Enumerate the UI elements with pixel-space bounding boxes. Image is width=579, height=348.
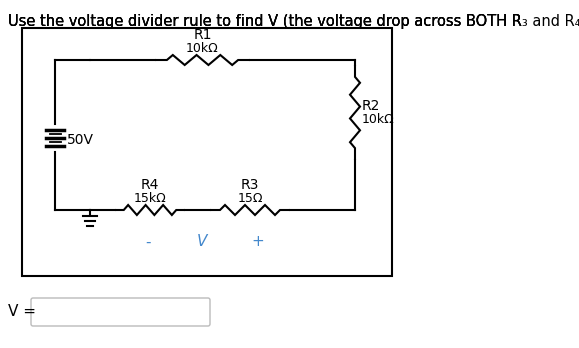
Text: V =: V =	[8, 304, 36, 319]
Text: 15kΩ: 15kΩ	[134, 192, 166, 205]
Text: -: -	[145, 235, 150, 250]
Text: 50V: 50V	[67, 133, 94, 147]
Text: Use the voltage divider rule to find V (the voltage drop across BOTH R: Use the voltage divider rule to find V (…	[8, 14, 522, 29]
Text: 10kΩ: 10kΩ	[186, 42, 219, 55]
Bar	[22, 28, 392, 276]
FancyBboxPatch shape	[31, 298, 210, 326]
Text: +: +	[251, 235, 264, 250]
Text: Use the voltage divider rule to find V (the voltage drop across BOTH R₃ and R₄).: Use the voltage divider rule to find V (…	[8, 14, 579, 29]
Text: R1: R1	[193, 28, 212, 42]
Text: R3: R3	[241, 178, 259, 192]
Text: R2: R2	[362, 98, 380, 112]
Text: Use the voltage divider rule to find V (the voltage drop across BOTH R: Use the voltage divider rule to find V (…	[8, 14, 522, 29]
Text: V: V	[197, 235, 208, 250]
Text: R4: R4	[141, 178, 159, 192]
Text: 10kΩ: 10kΩ	[362, 113, 395, 126]
Text: 15Ω: 15Ω	[237, 192, 263, 205]
